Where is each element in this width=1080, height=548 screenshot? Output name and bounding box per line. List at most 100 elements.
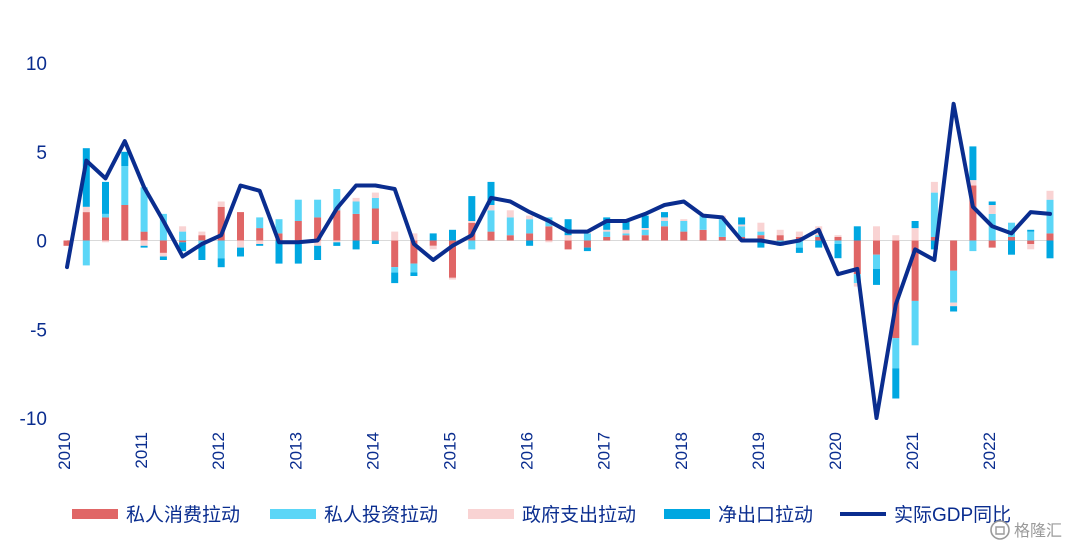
bar-2022Q4-s1 [1046,199,1054,234]
bar-2013Q2-s3 [314,245,322,260]
x-tick-label: 2018 [672,432,691,470]
bar-2017Q2-s0 [622,235,630,241]
bar-2015Q2-s1 [468,240,476,250]
bar-2017Q1-s3 [603,217,611,230]
gdp-line [65,101,1052,420]
bar-2016Q3-s3 [564,219,572,236]
x-tick-label: 2019 [749,432,768,470]
bar-2014Q4-s0 [429,240,437,246]
legend-label: 净出口拉动 [718,504,813,526]
watermark: 格隆汇 [990,520,1062,540]
bar-2020Q1-s1 [834,240,842,244]
bar-2019Q3-s1 [795,240,803,248]
y-tick-label: 10 [26,54,47,75]
bar-2014Q4-s2 [429,245,437,250]
bar-2020Q3-s1 [873,254,880,269]
bar-2012Q3-s2 [256,240,264,244]
bar-2016Q1-s1 [526,219,534,234]
bar-2016Q4-s3 [583,247,591,252]
bar-2015Q1-s2 [449,277,456,280]
bar-2015Q3-s1 [487,210,495,232]
bar-2010Q2-s3 [82,148,90,207]
bar-2013Q4-s1 [352,201,360,214]
bar-2012Q1-s2 [217,201,225,207]
bar-2018Q1-s2 [680,219,688,221]
bar-2010Q3-s1 [102,213,109,218]
bar-2014Q2-s1 [391,267,399,273]
bar-2020Q3-s2 [873,226,880,241]
bar-2021Q4-s2 [969,180,977,186]
bar-2018Q4-s2 [738,224,746,227]
watermark-logo-mark [995,526,1005,535]
x-tick-label: 2016 [518,432,537,470]
bar-2019Q3-s2 [795,231,803,237]
bar-2012Q3-s0 [256,228,264,241]
bar-2013Q4-s0 [352,213,360,241]
watermark-text: 格隆汇 [1014,522,1062,540]
bar-2021Q1-s3 [911,221,919,229]
legend-label: 政府支出拉动 [522,504,636,526]
x-tick-label: 2015 [441,432,460,470]
bar-2013Q4-s2 [352,197,360,202]
gdp-line-layer [65,101,1052,420]
bar-2011Q3-s2 [179,226,187,232]
bar-2015Q4-s1 [506,217,514,236]
bar-2019Q4-s3 [815,240,823,248]
bar-2022Q2-s0 [1008,236,1015,241]
bar-2020Q4-s1 [892,338,900,369]
bar-2011Q4-s0 [198,235,206,241]
bar-2020Q4-s3 [892,368,900,399]
bar-2022Q4-s3 [1046,240,1054,259]
bar-2012Q1-s0 [217,206,225,241]
bar-2015Q3-s3 [487,181,495,205]
bar-2019Q2-s0 [776,235,784,241]
bar-2021Q1-s2 [911,228,919,241]
bar-2015Q1-s0 [449,240,456,278]
bar-2011Q4-s2 [198,231,206,236]
bar-2017Q2-s1 [622,233,630,236]
bar-2016Q1-s2 [526,215,534,220]
x-tick-label: 2022 [980,432,999,470]
bar-2019Q3-s3 [795,247,803,253]
bar-2022Q3-s1 [1027,231,1035,241]
bar-2011Q2-s3 [159,256,167,260]
bar-2011Q1-s0 [140,231,148,241]
bar-2018Q2-s1 [699,215,707,230]
bar-2019Q1-s2 [757,222,765,232]
legend-item: 私人消费拉动 [72,504,240,526]
bar-2011Q3-s3 [179,242,187,252]
bar-2017Q1-s2 [603,229,611,232]
bar-2020Q4-s2 [892,235,900,241]
bar-2010Q1-s0 [63,240,71,246]
bar-2017Q1-s1 [603,231,611,237]
bar-2022Q1-s2 [988,205,996,214]
bar-2016Q2-s0 [545,226,553,241]
bar-2021Q3-s0 [950,240,958,271]
bar-2021Q4-s3 [969,146,977,181]
legend-label: 私人投资拉动 [324,504,438,526]
bar-2022Q1-s0 [988,240,996,248]
bar-2017Q3-s3 [641,215,649,228]
bar-2014Q1-s3 [371,240,379,244]
x-tick-label: 2012 [209,432,228,470]
bar-2012Q1-s1 [217,240,225,259]
bar-2018Q1-s0 [680,231,688,241]
bar-2021Q4-s1 [969,240,977,252]
bar-2019Q1-s1 [757,231,765,236]
bar-2011Q2-s1 [159,213,167,241]
x-tick-label: 2013 [286,432,305,470]
bar-2021Q2-s1 [930,192,938,237]
bar-2012Q2-s3 [237,247,244,257]
bar-2020Q2-s0 [853,240,861,275]
y-tick-label: 0 [36,232,47,253]
bar-2014Q2-s0 [391,240,399,268]
legend-swatch [72,509,118,519]
bar-2018Q4-s1 [738,226,746,237]
bar-2021Q1-s0 [911,240,919,301]
bar-2011Q3-s1 [179,231,187,241]
bar-2017Q4-s3 [661,212,668,218]
bar-2020Q1-s2 [834,235,842,237]
bar-2011Q1-s2 [140,240,148,246]
y-axis-ticks: 10 5 0 -5 -10 [20,54,47,430]
bar-2017Q3-s0 [641,235,649,241]
